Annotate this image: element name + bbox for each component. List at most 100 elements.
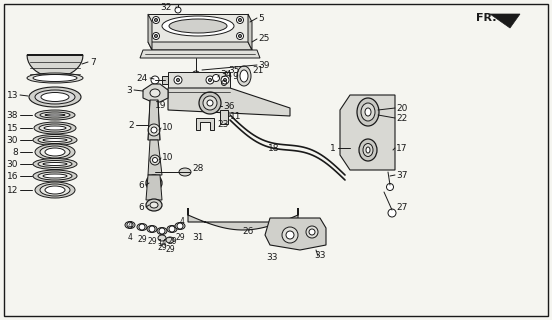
Text: 22: 22 — [396, 114, 407, 123]
Circle shape — [282, 227, 298, 243]
Text: 26: 26 — [242, 228, 254, 236]
Polygon shape — [196, 118, 214, 130]
Polygon shape — [168, 88, 290, 116]
Circle shape — [306, 226, 318, 238]
Text: 3: 3 — [126, 85, 132, 94]
Circle shape — [238, 19, 241, 21]
Circle shape — [169, 226, 175, 232]
Polygon shape — [148, 42, 252, 50]
Ellipse shape — [43, 139, 67, 141]
Ellipse shape — [39, 124, 71, 132]
Circle shape — [388, 209, 396, 217]
Circle shape — [177, 223, 183, 229]
Text: 24: 24 — [137, 74, 148, 83]
Circle shape — [175, 7, 181, 13]
Ellipse shape — [34, 122, 76, 134]
Ellipse shape — [150, 179, 158, 187]
Text: 32: 32 — [161, 3, 172, 12]
Ellipse shape — [43, 163, 67, 165]
Circle shape — [221, 76, 229, 84]
Ellipse shape — [33, 134, 77, 146]
Polygon shape — [146, 175, 162, 200]
Text: 25: 25 — [258, 34, 269, 43]
Text: 15: 15 — [7, 124, 18, 132]
Ellipse shape — [33, 75, 77, 82]
Ellipse shape — [175, 222, 185, 229]
Text: 9: 9 — [232, 71, 238, 81]
Polygon shape — [148, 100, 160, 140]
Text: 8: 8 — [12, 148, 18, 156]
Circle shape — [152, 33, 160, 39]
Circle shape — [236, 33, 243, 39]
Polygon shape — [140, 50, 260, 58]
Text: 4: 4 — [128, 220, 132, 229]
Text: 7: 7 — [90, 58, 95, 67]
Circle shape — [149, 226, 155, 232]
Text: 13: 13 — [7, 91, 18, 100]
Text: FR.: FR. — [476, 13, 496, 23]
Ellipse shape — [35, 144, 75, 160]
Text: 10: 10 — [162, 153, 173, 162]
Circle shape — [151, 76, 159, 84]
Text: 10: 10 — [162, 123, 173, 132]
Text: 30: 30 — [7, 135, 18, 145]
Text: 33: 33 — [314, 251, 326, 260]
Text: 19: 19 — [155, 100, 167, 109]
Circle shape — [192, 71, 200, 79]
Polygon shape — [265, 218, 326, 250]
Ellipse shape — [29, 87, 81, 107]
Ellipse shape — [361, 103, 375, 121]
Circle shape — [224, 78, 226, 82]
Bar — [220, 110, 228, 124]
Text: 36: 36 — [223, 101, 235, 110]
Circle shape — [151, 127, 157, 133]
Text: 29: 29 — [167, 236, 177, 245]
Ellipse shape — [33, 170, 77, 182]
Ellipse shape — [150, 89, 160, 97]
Ellipse shape — [357, 98, 379, 126]
Ellipse shape — [44, 126, 66, 130]
Polygon shape — [248, 14, 252, 50]
Ellipse shape — [147, 226, 157, 233]
Text: 29: 29 — [147, 236, 157, 245]
Text: 1: 1 — [330, 143, 336, 153]
Text: 31: 31 — [192, 234, 204, 243]
Ellipse shape — [237, 66, 251, 86]
Text: 29: 29 — [165, 245, 175, 254]
Polygon shape — [148, 14, 152, 50]
Circle shape — [386, 183, 394, 190]
Ellipse shape — [203, 96, 217, 110]
Ellipse shape — [146, 175, 162, 191]
Polygon shape — [27, 55, 83, 77]
Text: 17: 17 — [396, 143, 407, 153]
Text: 2: 2 — [129, 121, 134, 130]
Polygon shape — [148, 14, 248, 42]
Ellipse shape — [41, 92, 69, 101]
Text: 30: 30 — [7, 159, 18, 169]
Circle shape — [159, 228, 165, 234]
Polygon shape — [188, 208, 298, 230]
Text: 5: 5 — [258, 13, 264, 22]
Circle shape — [286, 231, 294, 239]
Circle shape — [177, 78, 179, 82]
Circle shape — [152, 157, 157, 163]
Text: 28: 28 — [192, 164, 203, 172]
Ellipse shape — [45, 114, 65, 116]
Ellipse shape — [35, 90, 75, 104]
Ellipse shape — [240, 70, 248, 82]
Text: 11: 11 — [230, 111, 241, 121]
Ellipse shape — [365, 108, 371, 116]
Circle shape — [309, 229, 315, 235]
Circle shape — [148, 124, 160, 136]
Ellipse shape — [363, 143, 373, 156]
Ellipse shape — [35, 110, 75, 120]
Text: 6: 6 — [138, 204, 144, 212]
Circle shape — [127, 222, 133, 228]
Text: 38: 38 — [7, 110, 18, 119]
Ellipse shape — [27, 73, 83, 83]
Text: 4: 4 — [128, 233, 132, 242]
Circle shape — [152, 17, 160, 23]
Ellipse shape — [162, 16, 234, 36]
Text: 34: 34 — [220, 69, 231, 78]
Text: 33: 33 — [266, 253, 278, 262]
